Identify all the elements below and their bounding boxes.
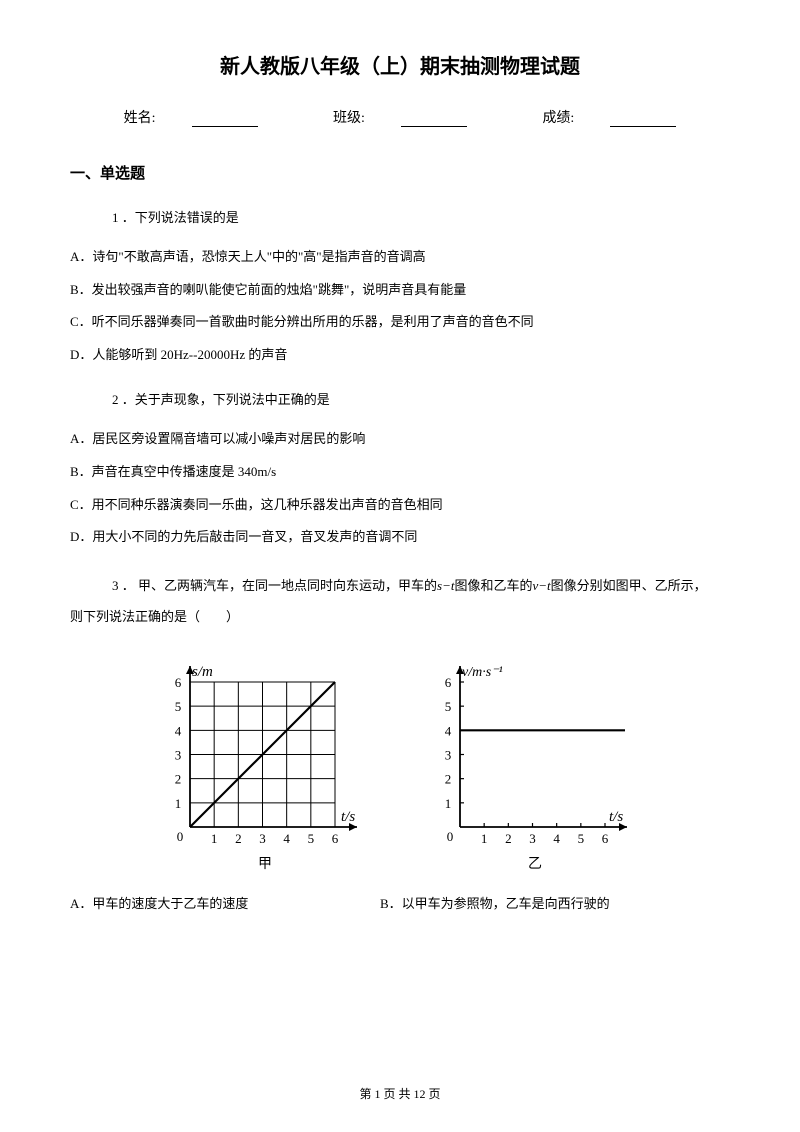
q2-num: 2 ． (112, 392, 135, 407)
svg-text:2: 2 (235, 831, 242, 846)
name-label: 姓名: (124, 111, 156, 126)
q3-options-row: A．甲车的速度大于乙车的速度 B．以甲车为参照物，乙车是向西行驶的 (70, 891, 730, 917)
svg-text:2: 2 (175, 772, 182, 787)
q3-mid2: 图像分别如图甲、乙所示， (551, 578, 707, 593)
score-label: 成绩: (542, 111, 574, 126)
q2-option-b: B．声音在真空中传播速度是 340m/s (70, 458, 730, 487)
q2-text: 关于声现象，下列说法中正确的是 (135, 392, 330, 407)
q3-option-a: A．甲车的速度大于乙车的速度 (70, 891, 380, 917)
svg-text:6: 6 (332, 831, 339, 846)
q2-option-c: C．用不同种乐器演奏同一乐曲，这几种乐器发出声音的音色相同 (70, 491, 730, 520)
q3-vt: v−t (533, 578, 551, 593)
q3-pre: 甲、乙两辆汽车，在同一地点同时向东运动，甲车的 (135, 578, 437, 593)
svg-text:5: 5 (578, 831, 585, 846)
q3-num: 3 ． (112, 578, 135, 593)
svg-text:2: 2 (505, 831, 512, 846)
svg-text:4: 4 (445, 723, 452, 738)
score-blank[interactable] (610, 111, 676, 127)
q2-option-a: A．居民区旁设置隔音墙可以减小噪声对居民的影响 (70, 425, 730, 454)
svg-text:1: 1 (211, 831, 218, 846)
svg-text:t/s: t/s (609, 809, 623, 825)
svg-text:4: 4 (175, 723, 182, 738)
svg-text:3: 3 (445, 748, 452, 763)
q1-option-a: A．诗句"不敢高声语，恐惊天上人"中的"高"是指声音的音调高 (70, 243, 730, 272)
q3-tail: 则下列说法正确的是（ ） (70, 609, 239, 624)
charts-row: 0 1 1 2 2 3 3 4 4 5 5 6 6 s/m t/s 甲 0 1 1 2 2 3 3 4 4 5 5 6 6 v/m·s… (70, 657, 730, 873)
class-label: 班级: (333, 111, 365, 126)
svg-text:3: 3 (175, 748, 182, 763)
svg-text:5: 5 (445, 699, 452, 714)
svg-text:0: 0 (177, 829, 184, 844)
svg-text:v/m·s⁻¹: v/m·s⁻¹ (462, 665, 503, 680)
svg-text:6: 6 (175, 675, 182, 690)
svg-text:1: 1 (481, 831, 488, 846)
section-1-title: 一、单选题 (70, 162, 730, 183)
page-title: 新人教版八年级（上）期末抽测物理试题 (70, 50, 730, 79)
svg-text:2: 2 (445, 772, 452, 787)
q2-option-d: D．用大小不同的力先后敲击同一音叉，音叉发声的音调不同 (70, 523, 730, 552)
q1-num: 1 ． (112, 210, 135, 225)
chart-2-label: 乙 (528, 853, 542, 873)
q3-option-b: B．以甲车为参照物，乙车是向西行驶的 (380, 891, 610, 917)
svg-text:4: 4 (283, 831, 290, 846)
q1-option-d: D．人能够听到 20Hz--20000Hz 的声音 (70, 341, 730, 370)
q3-st: s−t (437, 578, 454, 593)
q1-option-c: C．听不同乐器弹奏同一首歌曲时能分辨出所用的乐器，是利用了声音的音色不同 (70, 308, 730, 337)
q3-mid1: 图像和乙车的 (454, 578, 532, 593)
svg-text:t/s: t/s (341, 809, 355, 825)
svg-text:4: 4 (553, 831, 560, 846)
chart-1: 0 1 1 2 2 3 3 4 4 5 5 6 6 s/m t/s (150, 657, 380, 847)
chart-1-wrap: 0 1 1 2 2 3 3 4 4 5 5 6 6 s/m t/s 甲 (150, 657, 380, 873)
svg-text:1: 1 (445, 796, 452, 811)
page-footer: 第 1 页 共 12 页 (0, 1085, 800, 1102)
chart-2: 0 1 1 2 2 3 3 4 4 5 5 6 6 v/m·s⁻¹ t/s (420, 657, 650, 847)
svg-text:0: 0 (447, 829, 454, 844)
chart-1-label: 甲 (258, 853, 272, 873)
svg-text:5: 5 (308, 831, 315, 846)
svg-text:6: 6 (602, 831, 609, 846)
question-1: 1 ．下列说法错误的是 A．诗句"不敢高声语，恐惊天上人"中的"高"是指声音的音… (70, 205, 730, 369)
name-blank[interactable] (192, 111, 258, 127)
student-info-row: 姓名: 班级: 成绩: (70, 107, 730, 127)
question-2: 2 ．关于声现象，下列说法中正确的是 A．居民区旁设置隔音墙可以减小噪声对居民的… (70, 387, 730, 551)
q1-text: 下列说法错误的是 (135, 210, 239, 225)
chart-2-wrap: 0 1 1 2 2 3 3 4 4 5 5 6 6 v/m·s⁻¹ t/s 乙 (420, 657, 650, 873)
svg-text:3: 3 (259, 831, 266, 846)
question-3: 3 ． 甲、乙两辆汽车，在同一地点同时向东运动，甲车的s−t图像和乙车的v−t图… (70, 570, 730, 917)
svg-text:1: 1 (175, 796, 182, 811)
q1-option-b: B．发出较强声音的喇叭能使它前面的烛焰"跳舞"，说明声音具有能量 (70, 276, 730, 305)
svg-text:s/m: s/m (192, 664, 213, 680)
svg-text:3: 3 (529, 831, 536, 846)
svg-text:5: 5 (175, 699, 182, 714)
svg-text:6: 6 (445, 675, 452, 690)
class-blank[interactable] (401, 111, 467, 127)
